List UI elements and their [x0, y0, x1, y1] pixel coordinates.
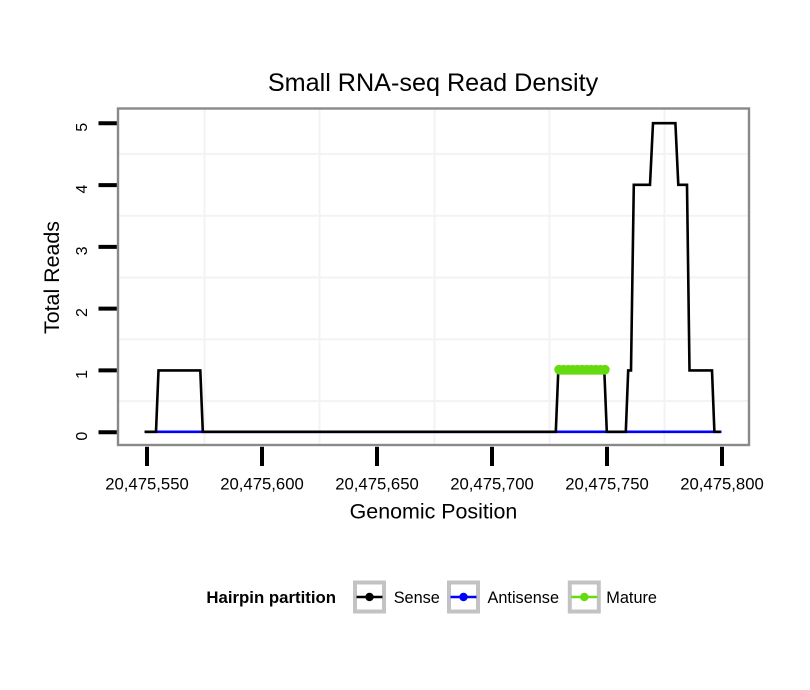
svg-text:Antisense: Antisense [488, 589, 560, 607]
svg-text:20,475,650: 20,475,650 [335, 474, 419, 493]
svg-text:5: 5 [74, 123, 91, 132]
svg-text:20,475,700: 20,475,700 [450, 474, 534, 493]
svg-text:3: 3 [74, 246, 91, 255]
svg-text:Small RNA-seq Read Density: Small RNA-seq Read Density [268, 69, 599, 97]
svg-text:4: 4 [74, 185, 91, 194]
svg-text:Mature: Mature [606, 589, 657, 607]
svg-text:Total Reads: Total Reads [40, 221, 64, 334]
svg-text:20,475,600: 20,475,600 [220, 474, 304, 493]
svg-text:Sense: Sense [394, 589, 440, 607]
svg-text:Genomic Position: Genomic Position [350, 500, 518, 524]
svg-text:20,475,550: 20,475,550 [105, 474, 189, 493]
svg-text:1: 1 [74, 370, 91, 379]
svg-text:20,475,800: 20,475,800 [680, 474, 764, 493]
svg-text:20,475,750: 20,475,750 [565, 474, 649, 493]
svg-text:Hairpin partition: Hairpin partition [206, 588, 336, 607]
svg-text:2: 2 [74, 308, 91, 317]
svg-text:0: 0 [74, 432, 91, 441]
